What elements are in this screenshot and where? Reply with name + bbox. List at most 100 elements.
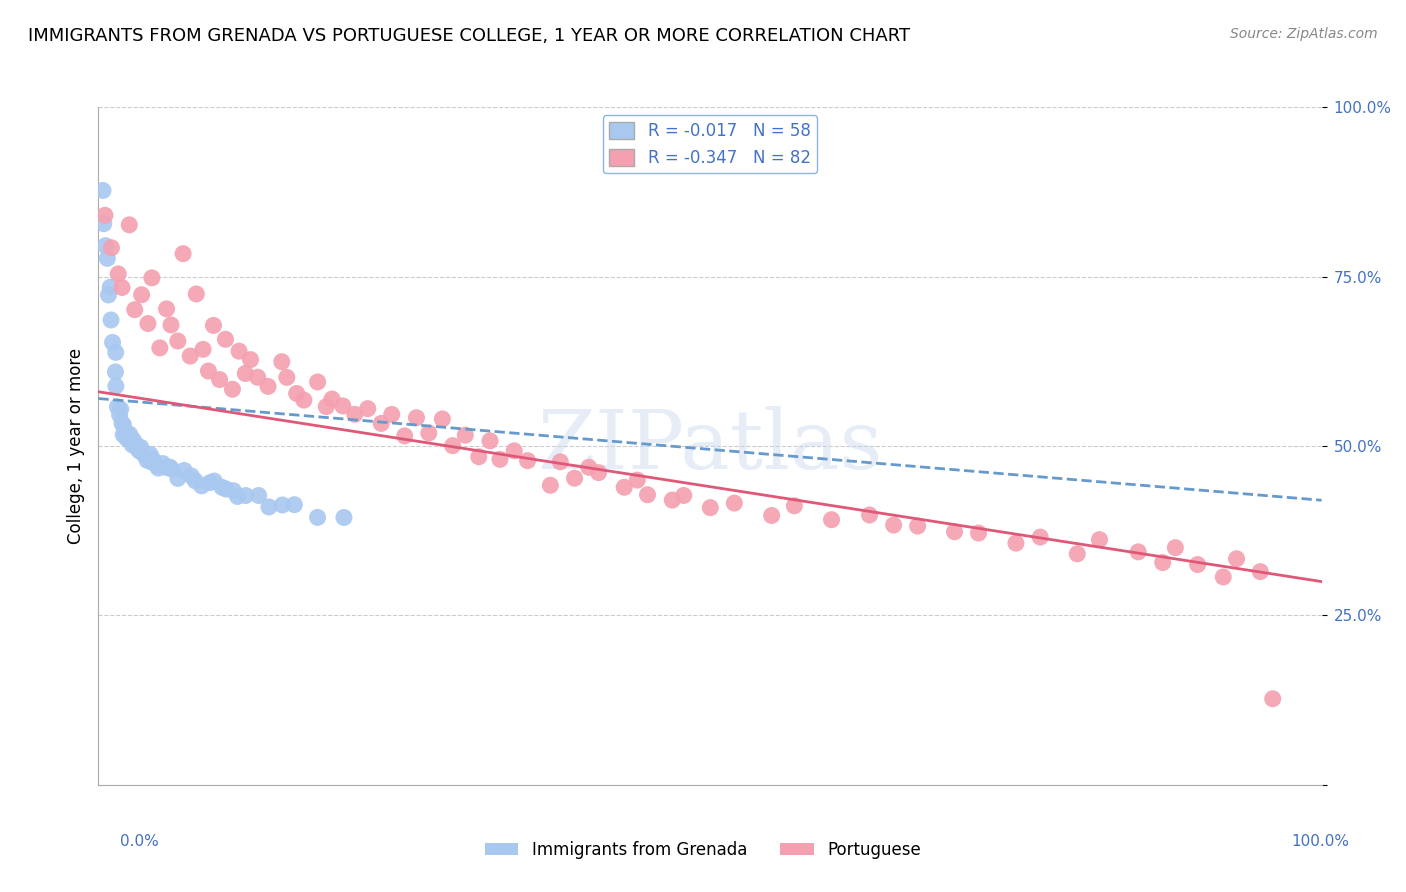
- Point: [215, 482, 238, 496]
- Point: [538, 478, 561, 492]
- Point: [1128, 545, 1150, 559]
- Point: [180, 469, 202, 483]
- Point: [107, 400, 129, 414]
- Point: [202, 474, 225, 488]
- Point: [357, 401, 380, 416]
- Point: [967, 526, 990, 541]
- Point: [146, 458, 169, 473]
- Legend: Immigrants from Grenada, Portuguese: Immigrants from Grenada, Portuguese: [478, 835, 928, 866]
- Point: [503, 443, 526, 458]
- Point: [333, 510, 356, 524]
- Point: [418, 425, 440, 440]
- Point: [820, 513, 842, 527]
- Point: [1225, 551, 1247, 566]
- Point: [139, 447, 162, 461]
- Point: [104, 379, 127, 393]
- Point: [128, 443, 150, 458]
- Point: [107, 267, 129, 281]
- Point: [235, 489, 257, 503]
- Point: [152, 457, 174, 471]
- Point: [197, 364, 219, 378]
- Point: [202, 318, 225, 333]
- Point: [132, 446, 155, 460]
- Point: [141, 270, 163, 285]
- Point: [104, 365, 127, 379]
- Point: [122, 433, 145, 447]
- Point: [139, 455, 162, 469]
- Point: [1066, 547, 1088, 561]
- Point: [307, 375, 329, 389]
- Point: [222, 483, 245, 498]
- Point: [98, 280, 121, 294]
- Point: [454, 428, 477, 442]
- Point: [136, 317, 159, 331]
- Point: [226, 490, 249, 504]
- Text: 0.0%: 0.0%: [120, 834, 159, 849]
- Point: [155, 460, 177, 475]
- Point: [191, 343, 214, 357]
- Point: [233, 367, 256, 381]
- Y-axis label: College, 1 year or more: College, 1 year or more: [66, 348, 84, 544]
- Point: [239, 352, 262, 367]
- Point: [432, 412, 454, 426]
- Point: [285, 386, 308, 401]
- Point: [564, 471, 586, 485]
- Point: [548, 455, 571, 469]
- Point: [588, 466, 610, 480]
- Point: [94, 208, 117, 222]
- Point: [211, 480, 233, 494]
- Text: IMMIGRANTS FROM GRENADA VS PORTUGUESE COLLEGE, 1 YEAR OR MORE CORRELATION CHART: IMMIGRANTS FROM GRENADA VS PORTUGUESE CO…: [28, 27, 910, 45]
- Point: [343, 407, 366, 421]
- Text: Source: ZipAtlas.com: Source: ZipAtlas.com: [1230, 27, 1378, 41]
- Point: [198, 475, 221, 490]
- Point: [761, 508, 783, 523]
- Point: [97, 288, 120, 302]
- Point: [276, 370, 298, 384]
- Point: [118, 427, 141, 442]
- Point: [142, 452, 165, 467]
- Point: [858, 508, 880, 522]
- Point: [907, 519, 929, 533]
- Point: [479, 434, 502, 448]
- Point: [112, 417, 135, 432]
- Point: [173, 463, 195, 477]
- Point: [101, 335, 124, 350]
- Point: [270, 354, 292, 368]
- Point: [120, 432, 142, 446]
- Point: [172, 246, 194, 260]
- Point: [246, 370, 269, 384]
- Point: [124, 437, 146, 451]
- Point: [112, 427, 135, 442]
- Point: [125, 439, 148, 453]
- Point: [1187, 558, 1209, 572]
- Point: [370, 417, 392, 431]
- Point: [723, 496, 745, 510]
- Point: [1212, 570, 1234, 584]
- Point: [125, 441, 148, 455]
- Point: [160, 318, 183, 332]
- Point: [1088, 533, 1111, 547]
- Point: [108, 408, 131, 422]
- Point: [91, 184, 114, 198]
- Point: [1261, 691, 1284, 706]
- Point: [184, 474, 207, 488]
- Point: [247, 489, 270, 503]
- Point: [257, 500, 280, 514]
- Point: [115, 431, 138, 445]
- Point: [626, 473, 648, 487]
- Point: [1005, 536, 1028, 550]
- Point: [672, 488, 695, 502]
- Point: [661, 493, 683, 508]
- Point: [131, 287, 153, 301]
- Point: [783, 499, 806, 513]
- Point: [637, 488, 659, 502]
- Point: [1249, 565, 1271, 579]
- Point: [1029, 530, 1052, 544]
- Point: [883, 518, 905, 533]
- Point: [100, 241, 122, 255]
- Point: [155, 301, 177, 316]
- Point: [208, 373, 231, 387]
- Point: [214, 332, 236, 346]
- Point: [292, 393, 315, 408]
- Point: [943, 524, 966, 539]
